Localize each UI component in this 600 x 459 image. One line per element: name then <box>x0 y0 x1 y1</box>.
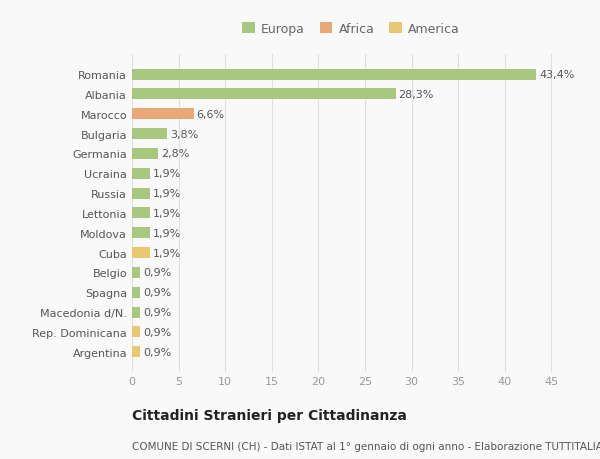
Bar <box>132 109 194 120</box>
Bar <box>132 307 140 318</box>
Text: 0,9%: 0,9% <box>143 288 172 297</box>
Text: 0,9%: 0,9% <box>143 308 172 317</box>
Text: COMUNE DI SCERNI (CH) - Dati ISTAT al 1° gennaio di ogni anno - Elaborazione TUT: COMUNE DI SCERNI (CH) - Dati ISTAT al 1°… <box>132 441 600 451</box>
Text: 2,8%: 2,8% <box>161 149 189 159</box>
Text: 0,9%: 0,9% <box>143 268 172 278</box>
Text: 6,6%: 6,6% <box>196 110 224 119</box>
Text: 0,9%: 0,9% <box>143 327 172 337</box>
Text: 43,4%: 43,4% <box>539 70 575 80</box>
Text: 1,9%: 1,9% <box>152 248 181 258</box>
Bar <box>132 69 536 80</box>
Text: Cittadini Stranieri per Cittadinanza: Cittadini Stranieri per Cittadinanza <box>132 409 407 422</box>
Bar <box>132 208 150 219</box>
Text: 0,9%: 0,9% <box>143 347 172 357</box>
Legend: Europa, Africa, America: Europa, Africa, America <box>239 20 463 38</box>
Text: 3,8%: 3,8% <box>170 129 199 139</box>
Bar <box>132 347 140 358</box>
Bar <box>132 129 167 140</box>
Bar <box>132 168 150 179</box>
Text: 1,9%: 1,9% <box>152 169 181 179</box>
Bar <box>132 327 140 338</box>
Bar <box>132 149 158 160</box>
Text: 1,9%: 1,9% <box>152 228 181 238</box>
Bar <box>132 89 396 100</box>
Bar <box>132 188 150 199</box>
Text: 1,9%: 1,9% <box>152 189 181 199</box>
Bar <box>132 287 140 298</box>
Bar <box>132 267 140 278</box>
Bar <box>132 247 150 258</box>
Text: 1,9%: 1,9% <box>152 208 181 218</box>
Bar <box>132 228 150 239</box>
Text: 28,3%: 28,3% <box>398 90 434 100</box>
